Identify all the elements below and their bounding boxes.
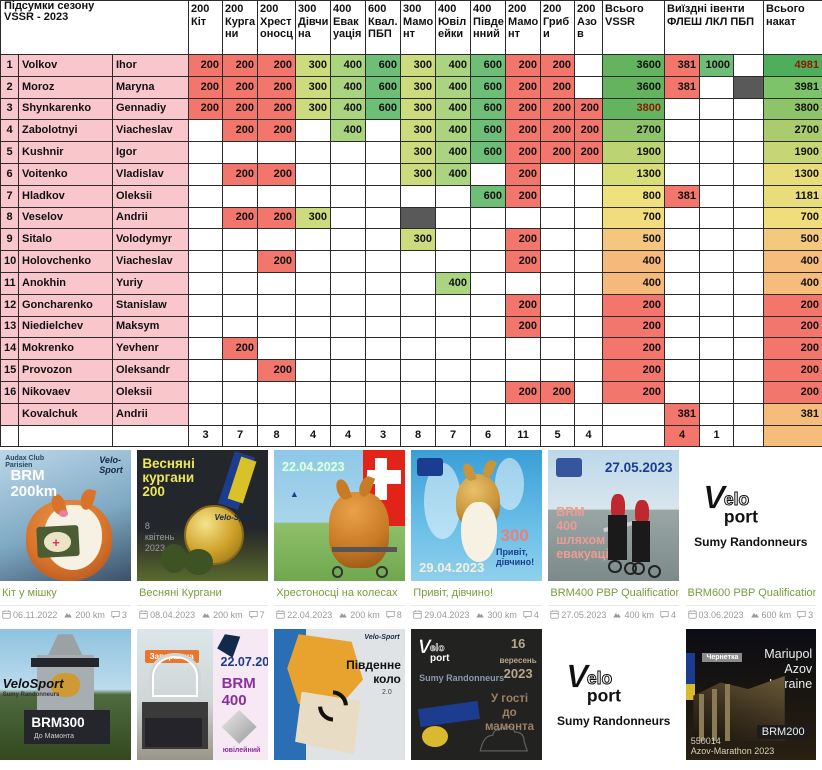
svg-text:elo: elo bbox=[430, 643, 445, 654]
svg-text:port: port bbox=[724, 507, 758, 527]
svg-text:port: port bbox=[587, 686, 621, 706]
svg-text:elo: elo bbox=[724, 489, 750, 509]
svg-text:elo: elo bbox=[587, 668, 613, 688]
svg-text:port: port bbox=[430, 653, 450, 664]
